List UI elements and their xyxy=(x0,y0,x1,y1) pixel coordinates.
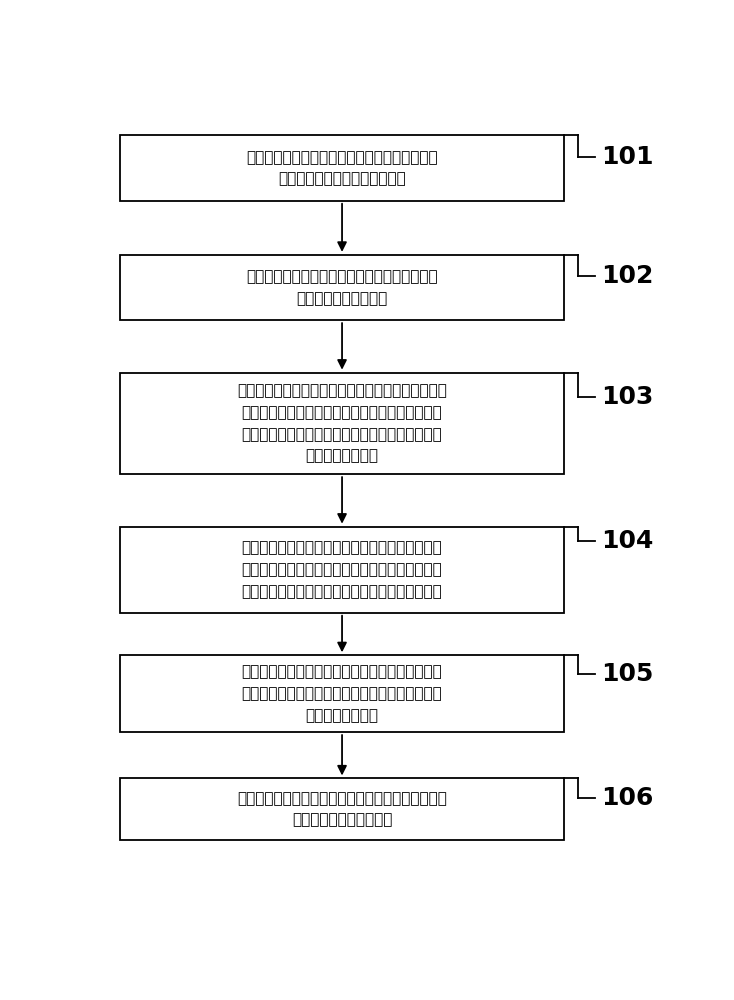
FancyBboxPatch shape xyxy=(120,527,564,613)
Text: 使被测纱线匀速运动通过暗箱，并连续采集被测
纱线的序列图像并储存: 使被测纱线匀速运动通过暗箱，并连续采集被测 纱线的序列图像并储存 xyxy=(246,269,438,306)
Text: 106: 106 xyxy=(601,786,653,810)
Text: 103: 103 xyxy=(601,385,653,409)
Text: 对每一帧所述被测纱线的序列图像作灰度投影曲线，
并进行差分处理，根据差分处理结果中的突变点和
预设的边缘阈值，切割掉所述被测纱线的序列图像
中的冗余背景部分: 对每一帧所述被测纱线的序列图像作灰度投影曲线， 并进行差分处理，根据差分处理结果… xyxy=(237,383,447,463)
Text: 获取暗箱内被测纱线的清晰图像，标定被测纱线
图像像素与实际尺寸的对应关系: 获取暗箱内被测纱线的清晰图像，标定被测纱线 图像像素与实际尺寸的对应关系 xyxy=(246,150,438,186)
FancyBboxPatch shape xyxy=(120,373,564,474)
Text: 102: 102 xyxy=(601,264,653,288)
Text: 105: 105 xyxy=(601,662,653,686)
Text: 根据所述被测纱线图像像素与实际尺寸的对应关系，
获得被测纱线的实际直径: 根据所述被测纱线图像像素与实际尺寸的对应关系， 获得被测纱线的实际直径 xyxy=(237,791,447,827)
Text: 104: 104 xyxy=(601,529,653,553)
Text: 根据被测纱线的运动速度和图像采集的帧频，去除
各帧所述被测纱线条干部分的重合段，并组合生成
被测纱线条干图像: 根据被测纱线的运动速度和图像采集的帧频，去除 各帧所述被测纱线条干部分的重合段，… xyxy=(241,665,443,723)
FancyBboxPatch shape xyxy=(120,135,564,201)
Text: 对于切割后的被测纱线序列图像，对每一行作灰度
变化曲线，取灰度较小部分，并将所述灰度较小部
分中灰度值坐标连续部分截取为被测纱线条干部分: 对于切割后的被测纱线序列图像，对每一行作灰度 变化曲线，取灰度较小部分，并将所述… xyxy=(241,541,443,599)
FancyBboxPatch shape xyxy=(120,778,564,840)
Text: 101: 101 xyxy=(601,145,653,169)
FancyBboxPatch shape xyxy=(120,255,564,320)
FancyBboxPatch shape xyxy=(120,655,564,732)
